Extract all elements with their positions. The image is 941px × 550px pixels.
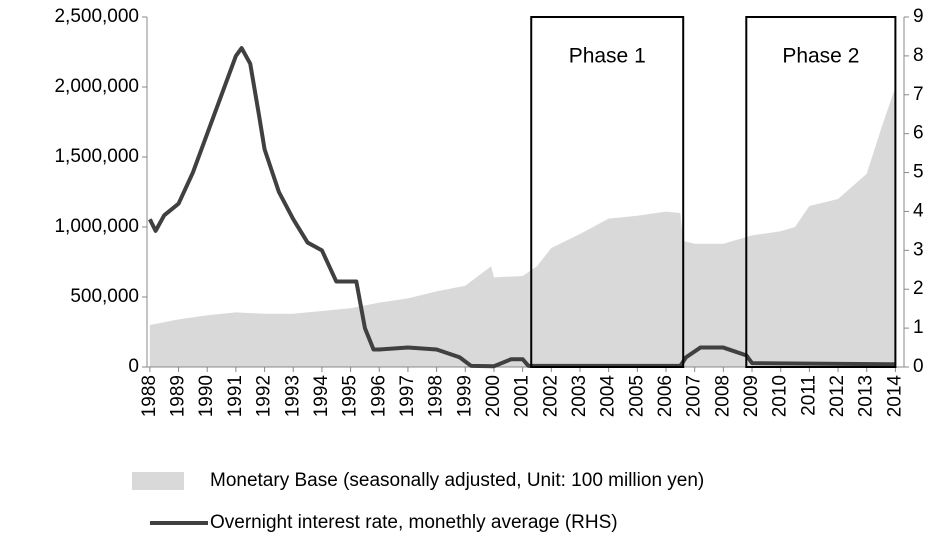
- x-tick-label: 2001: [512, 375, 533, 417]
- x-tick-label: 2006: [655, 375, 676, 417]
- y2-tick-label: 4: [913, 200, 924, 221]
- x-tick-label: 1996: [368, 375, 389, 417]
- x-tick-label: 1998: [426, 375, 447, 417]
- x-tick-label: 1995: [340, 375, 361, 417]
- x-tick-label: 1997: [397, 375, 418, 417]
- x-tick-label: 2002: [540, 375, 561, 417]
- x-tick-label: 1989: [168, 375, 189, 417]
- x-tick-label: 2005: [626, 375, 647, 417]
- x-tick-label: 1992: [254, 375, 275, 417]
- y2-tick-label: 1: [913, 317, 924, 338]
- legend-label: Monetary Base (seasonally adjusted, Unit…: [210, 470, 704, 491]
- legend-label: Overnight interest rate, monethly averag…: [210, 512, 618, 533]
- y2-tick-label: 7: [913, 84, 924, 105]
- x-tick-label: 2004: [598, 375, 619, 418]
- phase-label: Phase 1: [569, 45, 646, 68]
- y2-tick-label: 8: [913, 45, 924, 66]
- y2-tick-label: 2: [913, 278, 924, 299]
- y-tick-label: 500,000: [70, 286, 139, 307]
- phase-box: [745, 16, 897, 368]
- phase-box: [530, 16, 685, 368]
- phase-label: Phase 2: [782, 45, 859, 68]
- y-tick-label: 1,000,000: [54, 216, 139, 237]
- legend-swatch: [132, 472, 184, 490]
- y-tick-label: 1,500,000: [54, 146, 139, 167]
- x-tick-label: 1990: [196, 375, 217, 417]
- y2-tick-label: 0: [913, 356, 924, 377]
- x-tick-label: 1993: [282, 375, 303, 417]
- x-tick-label: 2014: [884, 375, 905, 418]
- y-tick-label: 0: [128, 356, 139, 377]
- x-tick-label: 2007: [684, 375, 705, 417]
- y2-tick-label: 6: [913, 123, 924, 144]
- x-tick-label: 2008: [712, 375, 733, 417]
- x-tick-label: 2013: [856, 375, 877, 417]
- area: [149, 87, 896, 367]
- x-tick-label: 2009: [741, 375, 762, 417]
- y-tick-label: 2,000,000: [54, 76, 139, 97]
- y-tick-label: 2,500,000: [54, 6, 139, 27]
- y2-tick-label: 5: [913, 162, 924, 183]
- x-tick-label: 2010: [770, 375, 791, 417]
- x-tick-label: 1994: [311, 375, 332, 418]
- x-tick-label: 1991: [225, 375, 246, 417]
- line: [148, 46, 896, 369]
- y2-tick-label: 9: [913, 6, 924, 27]
- x-tick-label: 2000: [483, 375, 504, 417]
- y2-tick-label: 3: [913, 239, 924, 260]
- x-tick-label: 2011: [798, 375, 819, 416]
- x-tick-label: 2012: [827, 375, 848, 417]
- x-tick-label: 1988: [139, 375, 160, 417]
- x-tick-label: 1999: [454, 375, 475, 417]
- x-tick-label: 2003: [569, 375, 590, 417]
